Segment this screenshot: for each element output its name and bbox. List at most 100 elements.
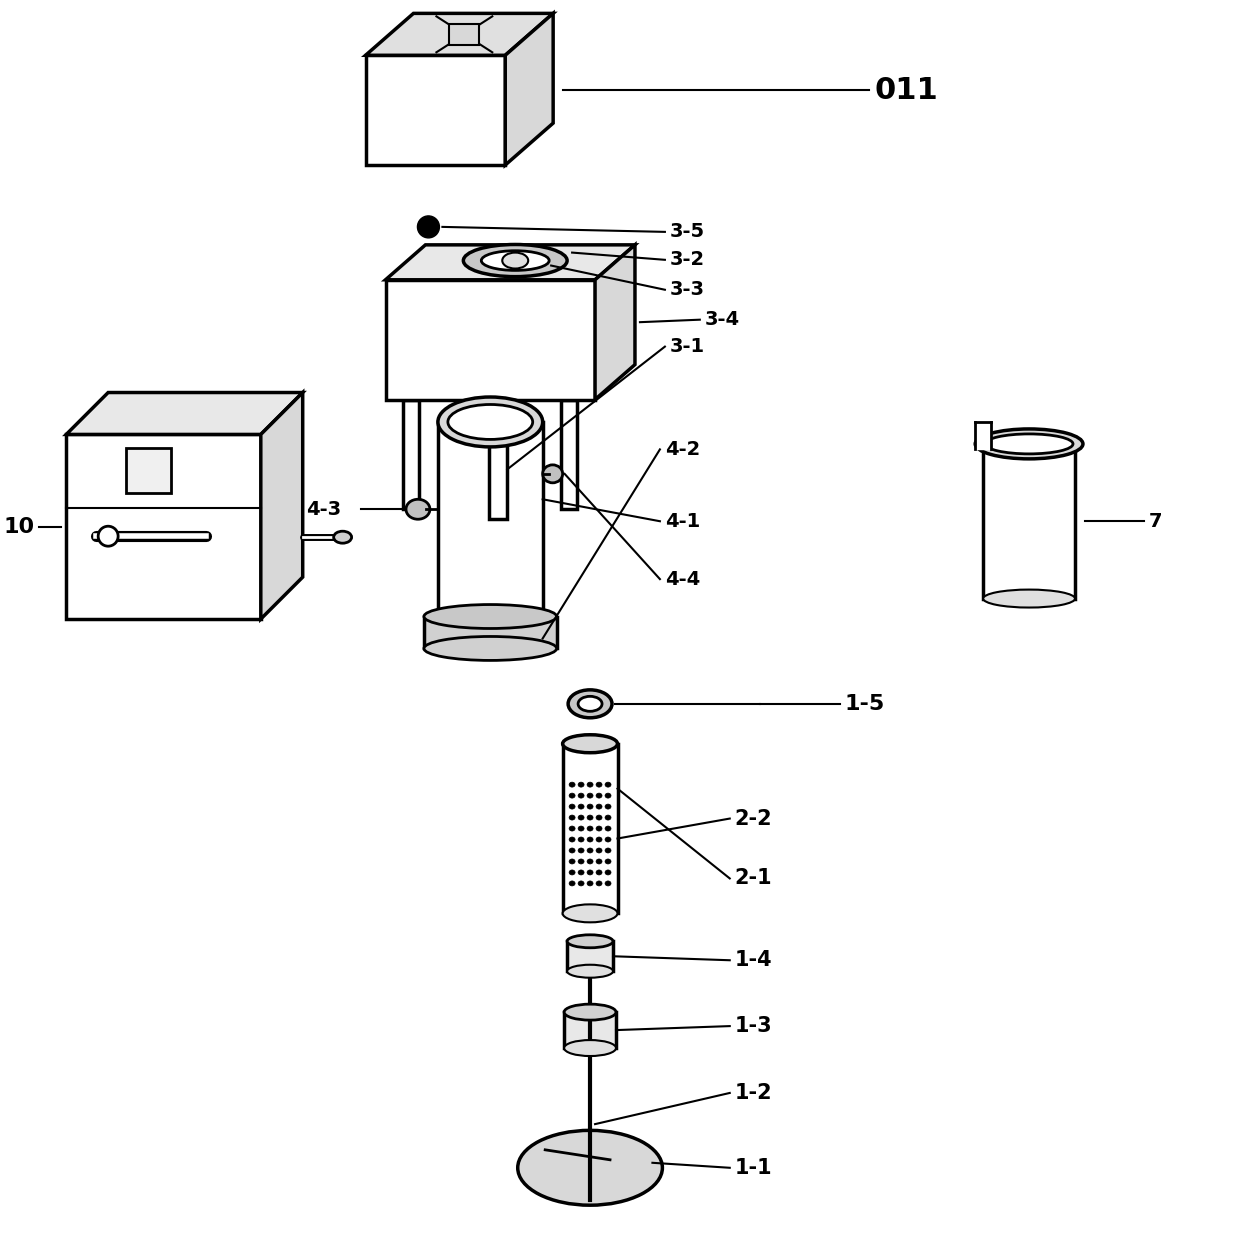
Text: 3-1: 3-1 (670, 337, 706, 356)
Ellipse shape (986, 433, 1073, 453)
Ellipse shape (569, 826, 575, 831)
Ellipse shape (424, 637, 557, 661)
Text: 7: 7 (1148, 512, 1162, 531)
Ellipse shape (568, 689, 613, 718)
Text: 3-5: 3-5 (670, 222, 706, 241)
Ellipse shape (605, 881, 611, 886)
Ellipse shape (587, 848, 593, 853)
Ellipse shape (569, 859, 575, 864)
Text: 1-3: 1-3 (735, 1017, 773, 1037)
Ellipse shape (605, 804, 611, 809)
Ellipse shape (596, 848, 603, 853)
Ellipse shape (605, 837, 611, 842)
Ellipse shape (569, 848, 575, 853)
Ellipse shape (334, 531, 352, 543)
Bar (449, 24, 480, 45)
Ellipse shape (605, 826, 611, 831)
Ellipse shape (596, 793, 603, 798)
Ellipse shape (569, 782, 575, 787)
Ellipse shape (578, 816, 584, 821)
Ellipse shape (596, 804, 603, 809)
Bar (564, 1012, 616, 1048)
Bar (66, 435, 260, 620)
Text: 4-1: 4-1 (665, 512, 701, 531)
Ellipse shape (587, 871, 593, 876)
Ellipse shape (578, 837, 584, 842)
Polygon shape (505, 14, 553, 165)
Ellipse shape (418, 216, 439, 237)
Ellipse shape (596, 816, 603, 821)
Text: 2-2: 2-2 (735, 808, 773, 828)
Bar (563, 743, 618, 913)
Ellipse shape (578, 881, 584, 886)
Bar (366, 55, 505, 165)
Ellipse shape (596, 782, 603, 787)
Ellipse shape (605, 816, 611, 821)
Bar (126, 448, 171, 493)
Ellipse shape (569, 871, 575, 876)
Ellipse shape (578, 848, 584, 853)
Ellipse shape (543, 465, 563, 483)
Ellipse shape (578, 697, 603, 711)
Ellipse shape (596, 859, 603, 864)
Bar (562, 400, 577, 510)
Ellipse shape (596, 881, 603, 886)
Ellipse shape (975, 428, 1083, 458)
Ellipse shape (605, 848, 611, 853)
Ellipse shape (567, 964, 613, 978)
Bar (424, 617, 557, 648)
Text: 1-2: 1-2 (735, 1083, 773, 1103)
Ellipse shape (578, 826, 584, 831)
Ellipse shape (587, 837, 593, 842)
Text: 011: 011 (874, 76, 939, 105)
Bar (490, 400, 507, 520)
Ellipse shape (563, 904, 618, 922)
Text: 1-4: 1-4 (735, 950, 773, 970)
Ellipse shape (596, 871, 603, 876)
Text: 3-2: 3-2 (670, 250, 706, 270)
Ellipse shape (464, 245, 567, 276)
Polygon shape (66, 392, 303, 435)
Ellipse shape (587, 881, 593, 886)
Text: 3-3: 3-3 (670, 280, 704, 300)
Ellipse shape (98, 526, 118, 546)
Text: 4-2: 4-2 (665, 440, 701, 458)
Bar (403, 400, 419, 510)
Text: 3-4: 3-4 (704, 310, 740, 330)
Ellipse shape (481, 251, 549, 270)
Ellipse shape (424, 605, 557, 628)
Ellipse shape (405, 500, 430, 520)
Ellipse shape (605, 793, 611, 798)
Ellipse shape (587, 826, 593, 831)
Ellipse shape (578, 782, 584, 787)
Ellipse shape (578, 859, 584, 864)
Polygon shape (975, 422, 991, 448)
Text: 4-3: 4-3 (306, 500, 341, 518)
Ellipse shape (605, 859, 611, 864)
Polygon shape (595, 245, 635, 400)
Ellipse shape (448, 405, 533, 440)
Ellipse shape (596, 837, 603, 842)
Ellipse shape (569, 816, 575, 821)
Ellipse shape (587, 816, 593, 821)
Ellipse shape (578, 804, 584, 809)
Ellipse shape (518, 1130, 662, 1205)
Ellipse shape (564, 1040, 616, 1057)
Polygon shape (386, 245, 635, 280)
Bar (438, 422, 543, 617)
Polygon shape (366, 14, 553, 55)
Ellipse shape (569, 881, 575, 886)
Text: 1-5: 1-5 (844, 694, 885, 714)
Ellipse shape (438, 397, 543, 447)
Ellipse shape (578, 871, 584, 876)
Polygon shape (260, 392, 303, 620)
Ellipse shape (569, 804, 575, 809)
Text: 1-1: 1-1 (735, 1158, 773, 1178)
Text: 2-1: 2-1 (735, 868, 773, 888)
Ellipse shape (567, 934, 613, 948)
Ellipse shape (502, 252, 528, 269)
Ellipse shape (587, 804, 593, 809)
Text: 10: 10 (4, 517, 35, 537)
Ellipse shape (578, 793, 584, 798)
Bar (983, 443, 1075, 598)
